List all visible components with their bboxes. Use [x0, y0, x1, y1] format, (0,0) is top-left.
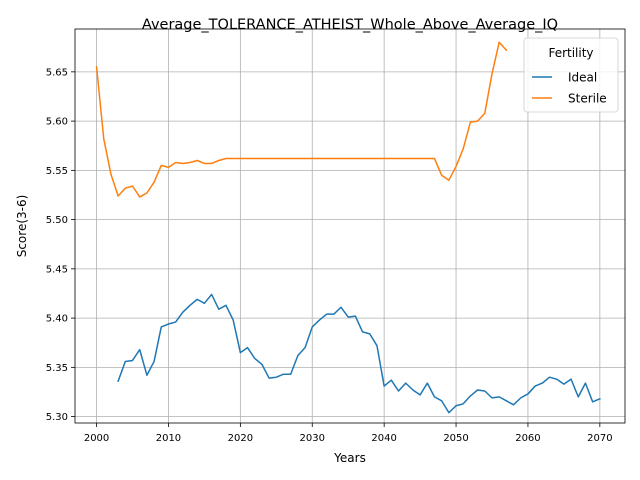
- plot-frame: [74, 28, 626, 424]
- series-line-ideal: [117, 293, 601, 414]
- y-tick-label: 5.30: [46, 412, 68, 423]
- legend-box: [523, 37, 619, 113]
- y-tick-label: 5.60: [46, 117, 68, 128]
- x-tick-label: 2020: [228, 433, 253, 444]
- x-tick-label: 2030: [300, 433, 325, 444]
- x-tick-label: 2040: [371, 433, 396, 444]
- x-tick-label: 2060: [515, 433, 540, 444]
- grid: [75, 29, 625, 423]
- y-tick-label: 5.50: [46, 215, 68, 226]
- chart-title: Average_TOLERANCE_ATHEIST_Whole_Above_Av…: [142, 17, 558, 33]
- y-tick-label: 5.65: [46, 67, 68, 78]
- x-tick-label: 2010: [156, 433, 181, 444]
- x-tick-label: 2050: [443, 433, 468, 444]
- y-tick-label: 5.35: [46, 363, 68, 374]
- y-tick-label: 5.40: [46, 314, 68, 325]
- x-tick-label: 2000: [84, 433, 109, 444]
- legend-title: Fertility: [548, 46, 593, 60]
- y-tick-label: 5.45: [46, 264, 68, 275]
- y-axis-label: Score(3-6): [15, 195, 29, 258]
- series-line-sterile: [95, 41, 508, 198]
- y-tick-label: 5.55: [46, 166, 68, 177]
- legend: Fertility Ideal Sterile: [523, 37, 619, 113]
- x-tick-label: 2070: [587, 433, 612, 444]
- x-axis-label: Years: [333, 451, 366, 465]
- axis-ticks: 2000 2010 2020 2030 2040 2050 2060 2070 5.30 5.35…: [46, 67, 613, 444]
- legend-label-ideal: Ideal: [568, 71, 597, 85]
- series-group: [95, 41, 601, 414]
- legend-label-sterile: Sterile: [568, 92, 607, 106]
